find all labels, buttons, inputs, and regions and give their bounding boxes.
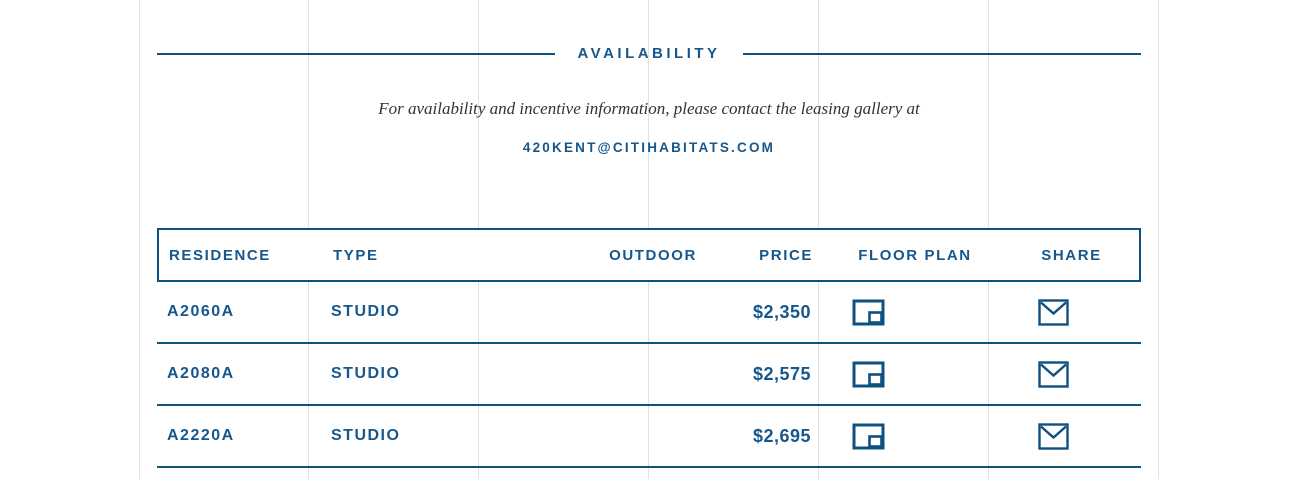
floor-plan-icon[interactable] <box>852 299 885 326</box>
table-row: A2060A STUDIO $2,350 <box>157 282 1141 344</box>
share-cell <box>1002 422 1141 450</box>
price-cell: $2,575 <box>752 363 811 384</box>
floor-plan-icon[interactable] <box>852 361 885 388</box>
background-gridline <box>1158 0 1159 479</box>
section-title-row: AVAILABILITY <box>157 45 1142 62</box>
email-line: 420KENT@CITIHABITATS.COM <box>157 139 1141 157</box>
type-cell: STUDIO <box>331 365 401 382</box>
column-header-price: PRICE <box>759 246 813 264</box>
price-cell: $2,695 <box>752 425 811 446</box>
type-cell: STUDIO <box>331 427 401 444</box>
floorplan-cell <box>824 423 1002 450</box>
floorplan-cell <box>824 299 1002 326</box>
title-rule-left <box>157 52 556 55</box>
contact-instructions: For availability and incentive informati… <box>378 99 920 118</box>
column-header-type: TYPE <box>333 246 379 264</box>
title-rule-right <box>742 52 1142 55</box>
floor-plan-icon[interactable] <box>852 423 885 450</box>
share-cell <box>1002 360 1141 388</box>
envelope-icon[interactable] <box>1038 422 1069 450</box>
column-header-floorplan: FLOOR PLAN <box>858 246 972 264</box>
column-header-residence: RESIDENCE <box>169 246 271 264</box>
residence-cell: A2060A <box>167 303 235 320</box>
section-title: AVAILABILITY <box>577 45 721 62</box>
table-header-row: RESIDENCE TYPE OUTDOOR PRICE FLOOR PLAN … <box>157 228 1141 282</box>
price-cell: $2,350 <box>752 301 811 322</box>
table-row: A2080A STUDIO $2,575 <box>157 344 1141 406</box>
background-gridline <box>139 0 140 479</box>
envelope-icon[interactable] <box>1038 360 1069 388</box>
envelope-icon[interactable] <box>1038 298 1069 326</box>
table-row: A2220A STUDIO $2,695 <box>157 406 1141 468</box>
type-cell: STUDIO <box>331 303 401 320</box>
share-cell <box>1002 298 1141 326</box>
column-header-outdoor: OUTDOOR <box>609 246 697 264</box>
leasing-email-link[interactable]: 420KENT@CITIHABITATS.COM <box>522 140 776 155</box>
residence-cell: A2080A <box>167 365 235 382</box>
availability-table: RESIDENCE TYPE OUTDOOR PRICE FLOOR PLAN … <box>157 228 1141 468</box>
residence-cell: A2220A <box>167 427 235 444</box>
floorplan-cell <box>824 361 1002 388</box>
column-header-share: SHARE <box>1041 246 1102 264</box>
